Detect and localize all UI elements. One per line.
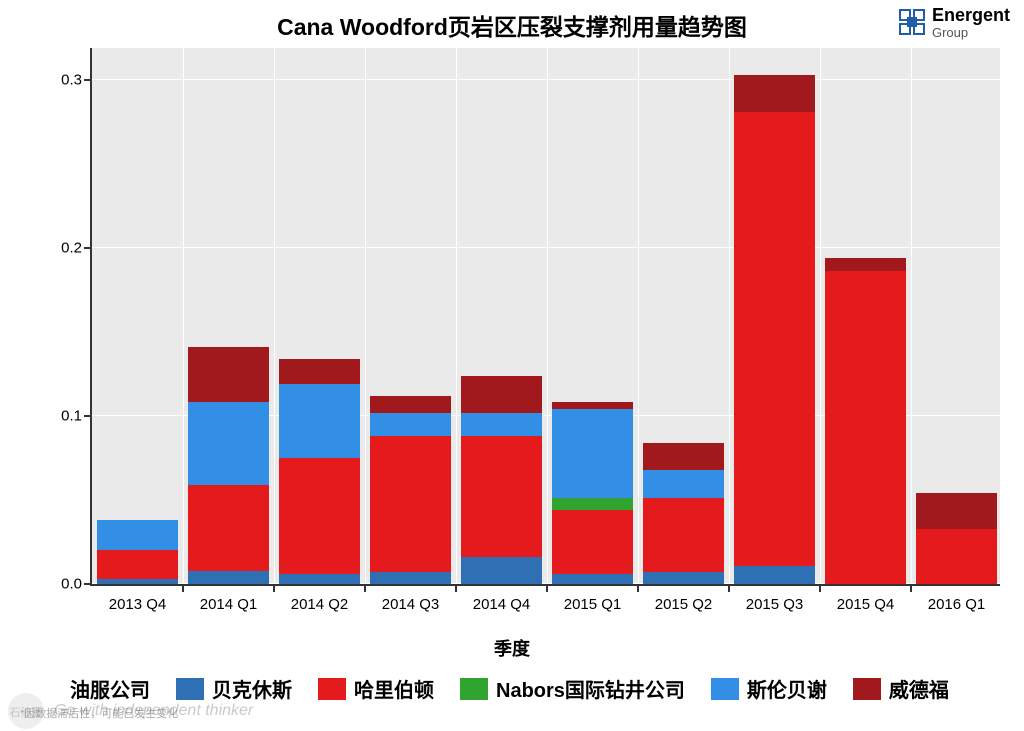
bar-segment-baker — [461, 557, 541, 584]
y-tick-mark — [84, 583, 92, 585]
bar-segment-halli — [97, 550, 177, 579]
y-tick-mark — [84, 415, 92, 417]
bar-segment-baker — [188, 571, 268, 584]
bar-segment-slb — [97, 520, 177, 550]
watermark-text: Go with independent thinker — [54, 702, 253, 720]
x-tick-label: 2014 Q3 — [382, 596, 440, 613]
bar-segment-weath — [643, 443, 723, 470]
x-tick-mark — [455, 584, 457, 592]
x-tick-mark — [910, 584, 912, 592]
gridline-v — [729, 48, 730, 584]
brand-text: Energent Group — [932, 6, 1010, 42]
bar-segment-weath — [825, 258, 905, 271]
brand-name-line1: Energent — [932, 6, 1010, 24]
y-tick-mark — [84, 247, 92, 249]
bar-segment-baker — [734, 566, 814, 584]
bar-segment-baker — [97, 579, 177, 584]
y-tick-label: 0.0 — [61, 576, 82, 593]
x-tick-label: 2013 Q4 — [109, 596, 167, 613]
bar-segment-halli — [916, 529, 996, 584]
gridline-v — [456, 48, 457, 584]
bar-segment-weath — [734, 75, 814, 112]
y-tick-label: 0.1 — [61, 407, 82, 424]
gridline-v — [365, 48, 366, 584]
bar-segment-weath — [461, 376, 541, 413]
y-tick-label: 0.3 — [61, 71, 82, 88]
legend-swatch — [318, 678, 346, 700]
bar-segment-halli — [370, 436, 450, 572]
bar-segment-slb — [188, 402, 268, 484]
gridline-v — [547, 48, 548, 584]
bar-segment-baker — [279, 574, 359, 584]
gridline-v — [183, 48, 184, 584]
gridline-v — [911, 48, 912, 584]
gridline-v — [638, 48, 639, 584]
legend-item-nabors: Nabors国际钻井公司 — [460, 674, 685, 703]
bar-segment-slb — [370, 413, 450, 437]
chart-container: { "chart": { "type": "stacked-bar", "tit… — [0, 0, 1024, 731]
x-tick-label: 2014 Q1 — [200, 596, 258, 613]
brand-name-line2: Group — [932, 24, 1010, 42]
legend-item-weath: 威德福 — [853, 674, 949, 703]
brand-logo: Energent Group — [898, 6, 1010, 42]
legend-label: 哈里伯顿 — [354, 674, 434, 703]
brand-icon — [898, 8, 926, 41]
legend-item-slb: 斯伦贝谢 — [711, 674, 827, 703]
x-tick-label: 2014 Q2 — [291, 596, 349, 613]
x-tick-label: 2015 Q2 — [655, 596, 713, 613]
x-tick-mark — [364, 584, 366, 592]
y-tick-mark — [84, 79, 92, 81]
chart-title: Cana Woodford页岩区压裂支撑剂用量趋势图 — [0, 8, 1024, 42]
gridline-v — [274, 48, 275, 584]
x-tick-mark — [728, 584, 730, 592]
legend-swatch — [711, 678, 739, 700]
gridline-h — [92, 247, 1000, 248]
watermark: 石油圈 Go with independent thinker — [6, 691, 253, 731]
bar-segment-halli — [734, 112, 814, 566]
bar-segment-halli — [552, 510, 632, 574]
legend-swatch — [460, 678, 488, 700]
bar-segment-weath — [916, 493, 996, 528]
x-axis-label: 季度 — [0, 635, 1024, 661]
x-tick-label: 2016 Q1 — [928, 596, 986, 613]
y-tick-label: 0.2 — [61, 239, 82, 256]
x-tick-label: 2015 Q3 — [746, 596, 804, 613]
watermark-badge-icon: 石油圈 — [6, 691, 54, 731]
bar-segment-slb — [461, 413, 541, 437]
gridline-h — [92, 79, 1000, 80]
bar-segment-weath — [552, 402, 632, 409]
x-tick-mark — [182, 584, 184, 592]
gridline-v — [820, 48, 821, 584]
plot-area: 0.00.10.20.32013 Q42014 Q12014 Q22014 Q3… — [90, 48, 1000, 586]
bar-segment-weath — [370, 396, 450, 413]
x-tick-mark — [819, 584, 821, 592]
x-tick-label: 2015 Q1 — [564, 596, 622, 613]
legend-item-halli: 哈里伯顿 — [318, 674, 434, 703]
bar-segment-baker — [552, 574, 632, 584]
bar-segment-slb — [643, 470, 723, 499]
bar-segment-weath — [188, 347, 268, 402]
legend-label: 威德福 — [889, 674, 949, 703]
bar-segment-baker — [370, 572, 450, 584]
legend-label: Nabors国际钻井公司 — [496, 674, 685, 703]
x-tick-label: 2015 Q4 — [837, 596, 895, 613]
x-tick-mark — [546, 584, 548, 592]
x-tick-mark — [637, 584, 639, 592]
bar-segment-halli — [643, 498, 723, 572]
bar-segment-weath — [279, 359, 359, 384]
legend-swatch — [853, 678, 881, 700]
bar-segment-halli — [279, 458, 359, 574]
bar-segment-slb — [552, 409, 632, 498]
bar-segment-halli — [461, 436, 541, 557]
bar-segment-halli — [188, 485, 268, 571]
bar-segment-nabors — [552, 498, 632, 510]
x-tick-mark — [273, 584, 275, 592]
bar-segment-slb — [279, 384, 359, 458]
bar-segment-baker — [643, 572, 723, 584]
legend-label: 斯伦贝谢 — [747, 674, 827, 703]
bar-segment-halli — [825, 271, 905, 584]
watermark-badge-text: 石油圈 — [10, 705, 43, 719]
x-tick-label: 2014 Q4 — [473, 596, 531, 613]
